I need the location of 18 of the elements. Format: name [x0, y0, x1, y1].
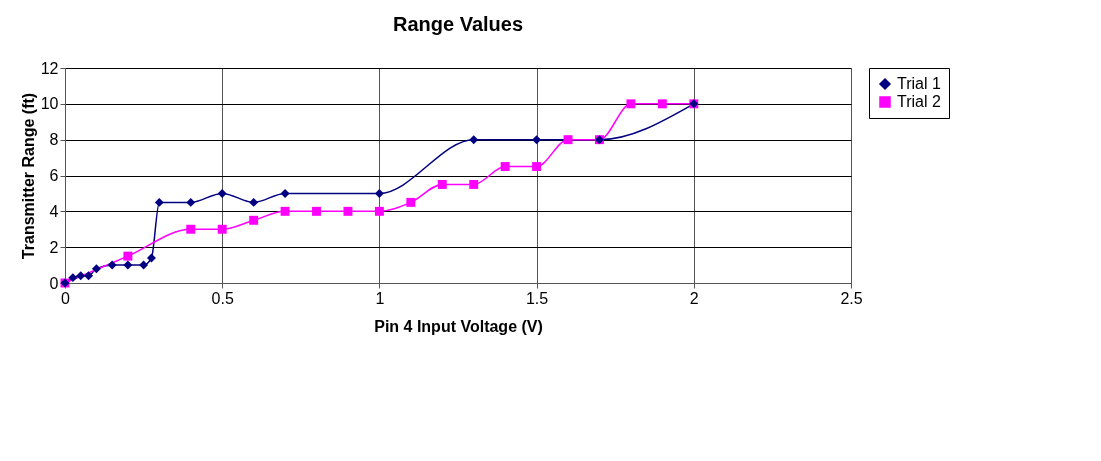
- y-tick-label: 6: [49, 167, 59, 184]
- x-tick-label: 1.5: [525, 289, 549, 307]
- y-tick-label: 2: [49, 238, 59, 256]
- legend-label: Trial 1: [897, 75, 941, 92]
- y-tick-label: 12: [40, 59, 59, 77]
- y-tick-label: 0: [49, 274, 59, 292]
- y-axis-title: Transmitter Range (ft): [19, 92, 37, 260]
- y-tick-label: 8: [49, 131, 59, 149]
- x-tick-label: 2.5: [840, 289, 863, 307]
- x-tick-label: 2: [689, 289, 699, 307]
- x-tick-label: 0.5: [211, 289, 234, 307]
- x-tick-label: 1: [375, 289, 385, 307]
- y-tick-label: 10: [40, 95, 59, 113]
- x-axis-title: Pin 4 Input Voltage (V): [374, 317, 543, 335]
- y-tick-label: 4: [49, 202, 59, 220]
- chart-title: Range Values: [392, 13, 524, 35]
- x-tick-label: 0: [61, 289, 71, 307]
- legend-label: Trial 2: [897, 93, 941, 110]
